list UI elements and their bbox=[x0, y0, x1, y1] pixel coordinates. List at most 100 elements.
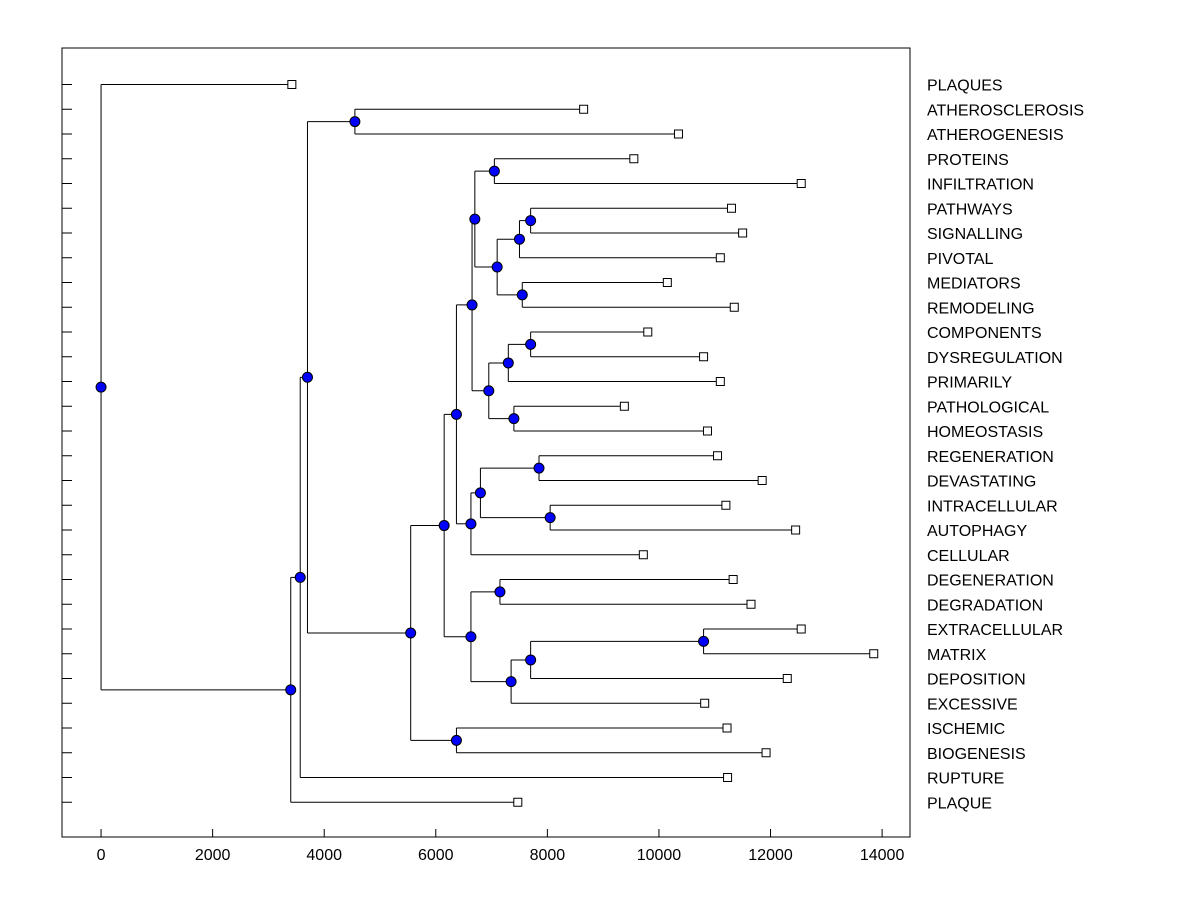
leaf-node bbox=[796, 624, 806, 634]
x-tick-label: 14000 bbox=[860, 847, 905, 864]
leaf-label: ATHEROSCLEROSIS bbox=[927, 102, 1084, 119]
internal-node bbox=[491, 261, 503, 273]
leaf-label: PRIMARILY bbox=[927, 375, 1012, 392]
leaf-node bbox=[728, 575, 738, 584]
leaf-node bbox=[713, 451, 723, 461]
leaf-node bbox=[513, 797, 523, 807]
internal-node bbox=[508, 413, 520, 425]
internal-node bbox=[505, 676, 517, 688]
internal-node bbox=[544, 512, 556, 524]
leaf-label: DEVASTATING bbox=[927, 474, 1036, 491]
internal-node bbox=[294, 571, 306, 583]
internal-node bbox=[502, 357, 514, 369]
internal-node bbox=[474, 487, 486, 499]
leaf-node bbox=[643, 327, 653, 337]
leaf-label: DEGRADATION bbox=[927, 597, 1043, 614]
leaf-labels: PLAQUES ATHEROSCLEROSIS ATHEROGENESIS PROTE… bbox=[927, 78, 1084, 813]
leaf-label: EXCESSIVE bbox=[927, 696, 1018, 713]
leaf-label: SIGNALLING bbox=[927, 226, 1023, 243]
x-tick-label: 12000 bbox=[748, 847, 793, 864]
internal-node bbox=[349, 116, 361, 128]
internal-node bbox=[301, 371, 313, 383]
leaf-node bbox=[629, 154, 639, 164]
internal-node bbox=[525, 654, 537, 666]
leaf-node bbox=[738, 228, 748, 238]
leaf-label: INTRACELLULAR bbox=[927, 498, 1058, 515]
leaf-node bbox=[715, 377, 725, 386]
x-tick-label: 8000 bbox=[530, 847, 566, 864]
leaf-node bbox=[700, 698, 710, 708]
leaf-node bbox=[791, 525, 801, 535]
leaf-label: INFILTRATION bbox=[927, 177, 1034, 194]
internal-node bbox=[466, 299, 478, 311]
leaf-node bbox=[662, 278, 672, 287]
internal-node bbox=[533, 462, 545, 474]
leaf-label: DEPOSITION bbox=[927, 672, 1026, 689]
internal-node bbox=[405, 627, 417, 639]
internal-node bbox=[525, 338, 537, 350]
internal-node bbox=[516, 289, 528, 301]
y-ticks bbox=[62, 84, 72, 803]
internal-node bbox=[494, 586, 506, 598]
leaf-node bbox=[619, 401, 629, 411]
internal-node bbox=[465, 518, 477, 530]
leaf-label: PLAQUE bbox=[927, 795, 992, 812]
leaf-label: EXTRACELLULAR bbox=[927, 622, 1063, 639]
x-axis: 0 2000 4000 6000 8000 10000 12000 14000 bbox=[97, 829, 905, 864]
leaf-node bbox=[721, 500, 731, 510]
leaf-label: ISCHEMIC bbox=[927, 721, 1005, 738]
leaf-node bbox=[869, 649, 879, 659]
leaf-label: PATHOLOGICAL bbox=[927, 399, 1049, 416]
leaf-node bbox=[722, 723, 732, 733]
leaf-node bbox=[757, 476, 767, 485]
leaf-node bbox=[673, 129, 683, 139]
leaf-label: REGENERATION bbox=[927, 449, 1054, 466]
internal-node bbox=[488, 165, 500, 177]
internal-node bbox=[698, 635, 710, 647]
internal-node bbox=[450, 734, 462, 746]
leaf-label: DYSREGULATION bbox=[927, 350, 1063, 367]
internal-node bbox=[465, 631, 477, 643]
leaf-label: PIVOTAL bbox=[927, 251, 993, 268]
leaf-node bbox=[715, 253, 725, 263]
leaf-label: ATHEROGENESIS bbox=[927, 127, 1064, 144]
internal-node bbox=[525, 215, 537, 227]
leaf-node bbox=[579, 104, 589, 114]
leaf-label: PLAQUES bbox=[927, 78, 1003, 95]
leaf-node bbox=[726, 203, 736, 213]
leaf-node bbox=[796, 179, 806, 188]
internal-node bbox=[438, 520, 450, 532]
leaf-node bbox=[723, 773, 733, 782]
leaf-node bbox=[761, 748, 771, 758]
leaf-label: MATRIX bbox=[927, 647, 987, 664]
leaf-label: BIOGENESIS bbox=[927, 746, 1026, 763]
leaf-node bbox=[782, 674, 792, 683]
leaf-node bbox=[702, 426, 712, 436]
x-tick-label: 4000 bbox=[306, 847, 342, 864]
leaf-label: DEGENERATION bbox=[927, 573, 1054, 590]
internal-node bbox=[450, 408, 462, 420]
leaf-label: HOMEOSTASIS bbox=[927, 424, 1043, 441]
dendrogram-nodes bbox=[95, 80, 879, 807]
leaf-node bbox=[287, 80, 297, 89]
x-tick-label: 6000 bbox=[418, 847, 454, 864]
x-tick-label: 2000 bbox=[195, 847, 231, 864]
leaf-label: PROTEINS bbox=[927, 152, 1009, 169]
leaf-label: AUTOPHAGY bbox=[927, 523, 1028, 540]
leaf-label: PATHWAYS bbox=[927, 201, 1013, 218]
plot-frame bbox=[61, 47, 911, 838]
leaf-node bbox=[746, 599, 756, 609]
leaf-node bbox=[729, 302, 739, 312]
internal-node bbox=[95, 381, 107, 393]
x-tick-label: 0 bbox=[97, 847, 106, 864]
internal-node bbox=[483, 385, 495, 397]
internal-node bbox=[469, 213, 481, 225]
leaf-node bbox=[699, 352, 709, 362]
leaf-label: MEDIATORS bbox=[927, 276, 1021, 293]
leaf-label: RUPTURE bbox=[927, 771, 1004, 788]
internal-node bbox=[285, 684, 297, 696]
leaf-label: REMODELING bbox=[927, 300, 1035, 317]
leaf-label: COMPONENTS bbox=[927, 325, 1042, 342]
leaf-node bbox=[638, 550, 648, 560]
